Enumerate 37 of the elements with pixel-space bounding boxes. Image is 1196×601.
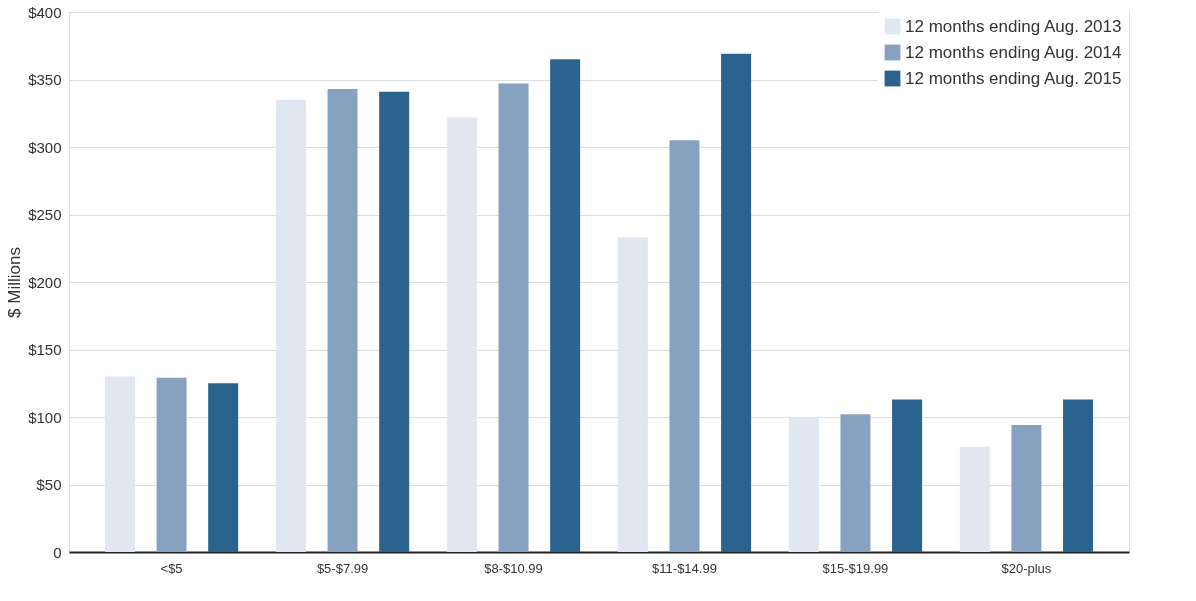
bar: [788, 417, 819, 552]
bar: [379, 91, 410, 552]
y-tick-label: $350: [28, 71, 62, 88]
bar: [617, 237, 648, 552]
y-tick-label: $50: [36, 476, 62, 493]
bar: [721, 53, 752, 552]
x-tick-label: $15-$19.99: [822, 560, 889, 576]
bar: [550, 59, 581, 552]
y-axis-title: $ Millions: [5, 247, 25, 318]
bar: [840, 414, 871, 552]
y-tick-label: $250: [28, 206, 62, 223]
y-tick-label: $100: [28, 408, 62, 426]
bar: [104, 376, 135, 552]
bar: [959, 446, 990, 552]
y-tick-label: $400: [28, 3, 62, 21]
bar: [208, 383, 239, 552]
y-tick-label: $200: [28, 273, 62, 291]
x-tick-label: $11-$14.99: [652, 560, 717, 576]
bar: [327, 88, 358, 552]
bar: [275, 99, 306, 552]
x-tick-label: <$5: [160, 560, 183, 576]
legend-label: 12 months ending Aug. 2013: [905, 16, 1122, 36]
bar: [498, 83, 529, 552]
bar: [446, 117, 477, 552]
bar: [1063, 399, 1094, 552]
bar: [892, 399, 923, 552]
y-tick-label: 0: [53, 543, 62, 561]
y-tick-label: $150: [28, 341, 62, 358]
x-tick-label: $8-$10.99: [484, 560, 543, 576]
x-tick-label: $5-$7.99: [316, 560, 369, 576]
bar: [1011, 425, 1042, 552]
legend-label: 12 months ending Aug. 2014: [905, 42, 1122, 62]
legend-label: 12 months ending Aug. 2015: [905, 68, 1122, 88]
bar: [156, 377, 187, 552]
bar: [669, 140, 700, 552]
x-tick-label: $20-plus: [1001, 560, 1052, 576]
y-tick-label: $300: [28, 138, 62, 156]
